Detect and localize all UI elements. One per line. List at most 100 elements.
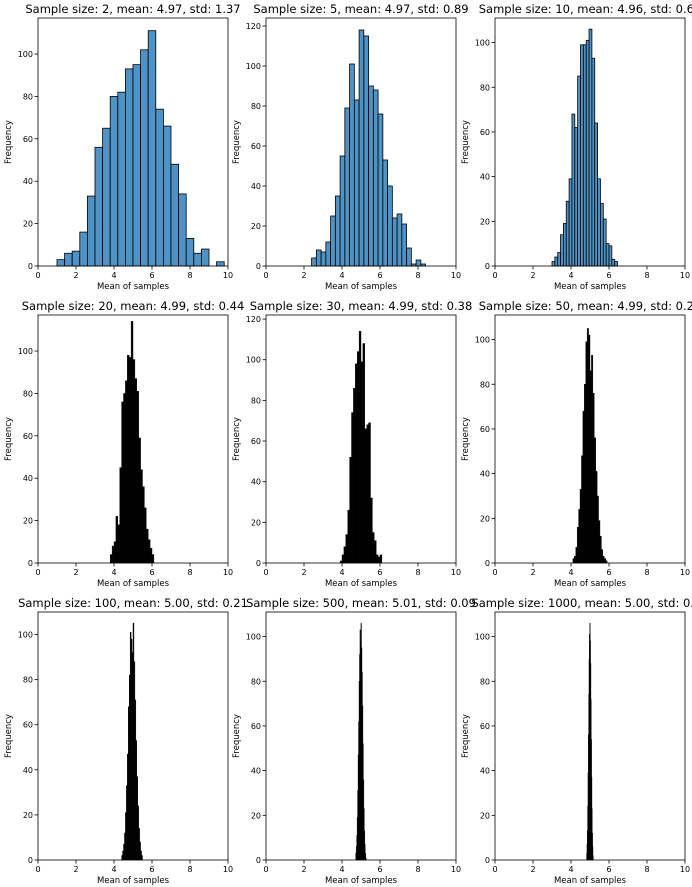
histogram-bar	[372, 89, 379, 267]
histogram-bar	[111, 545, 115, 564]
x-tick-label: 8	[415, 865, 420, 874]
x-axis-label: Mean of samples	[554, 579, 627, 589]
x-axis-label: Mean of samples	[325, 282, 398, 292]
histogram-bar	[349, 63, 355, 267]
histogram-panel-1: Sample size: 2, mean: 4.97, std: 1.37 0 2 4…	[4, 2, 241, 292]
histogram-bar	[125, 380, 128, 564]
histogram-bar	[577, 75, 581, 267]
x-tick-label: 10	[680, 271, 690, 280]
y-axis-label: Frequency	[461, 120, 471, 164]
histogram-bar	[117, 91, 126, 267]
x-tick-label: 10	[451, 271, 461, 280]
x-tick-label: 6	[149, 568, 154, 577]
histogram-bar	[554, 256, 559, 267]
histogram-bar	[334, 195, 341, 267]
histogram-bar	[574, 556, 576, 564]
histogram-bar	[344, 107, 351, 267]
histogram-bar	[330, 215, 336, 267]
histogram-bar	[320, 251, 327, 267]
y-tick-label: 100	[18, 631, 33, 640]
panel-title: Sample size: 5, mean: 4.97, std: 0.89	[253, 2, 468, 16]
y-tick-label: 80	[480, 677, 490, 686]
histogram-panel-2: Sample size: 5, mean: 4.97, std: 0.89 0 2 4…	[232, 2, 469, 292]
histogram-bar	[588, 28, 593, 267]
y-tick-label: 100	[246, 62, 261, 71]
histogram-bar	[585, 39, 590, 267]
histogram-bar	[591, 355, 594, 564]
histogram-bar	[178, 193, 187, 267]
x-tick-label: 8	[644, 568, 649, 577]
x-tick-label: 0	[263, 865, 268, 874]
histogram-bar	[128, 357, 132, 564]
histogram-bar	[134, 378, 137, 564]
histogram-bar	[339, 155, 346, 267]
x-tick-label: 0	[35, 865, 40, 874]
histogram-bar	[415, 259, 422, 267]
histogram-bar	[347, 509, 350, 564]
histogram-bar	[349, 457, 352, 564]
histogram-bar	[595, 471, 598, 564]
histogram-panel-8: Sample size: 500, mean: 5.01, std: 0.09 0…	[232, 596, 476, 886]
x-tick-label: 0	[492, 271, 497, 280]
histogram-bar	[387, 185, 393, 267]
histogram-bar	[560, 234, 564, 267]
x-tick-label: 4	[339, 271, 344, 280]
y-tick-label: 60	[480, 722, 490, 731]
panel-title: Sample size: 20, mean: 4.99, std: 0.44	[22, 299, 245, 313]
histogram-bar	[601, 549, 604, 564]
y-tick-label: 100	[246, 356, 261, 365]
y-axis-label: Frequency	[461, 417, 471, 461]
plot-frame	[494, 17, 686, 267]
histogram-bar	[56, 259, 65, 267]
histogram-bar	[602, 556, 605, 564]
y-tick-label: 100	[18, 50, 33, 59]
histogram-bar	[551, 261, 556, 267]
histogram-bar	[581, 455, 584, 564]
histogram-bar	[185, 238, 195, 267]
y-tick-label: 100	[246, 633, 261, 642]
x-tick-label: 6	[149, 865, 154, 874]
y-tick-label: 0	[485, 262, 490, 271]
plot-frame	[265, 17, 457, 267]
plot-frame	[37, 17, 229, 267]
histogram-bar	[396, 213, 403, 267]
x-tick-label: 2	[530, 568, 535, 577]
x-tick-label: 10	[223, 568, 233, 577]
histogram-bar	[364, 428, 367, 564]
y-tick-label: 20	[480, 217, 490, 226]
x-tick-label: 2	[301, 568, 306, 577]
x-tick-label: 4	[111, 271, 116, 280]
x-tick-label: 0	[492, 865, 497, 874]
panel-title: Sample size: 100, mean: 5.00, std: 0.21	[18, 596, 248, 610]
histogram-bar	[155, 108, 164, 267]
x-tick-label: 2	[530, 271, 535, 280]
histogram-bar	[362, 343, 365, 564]
y-tick-label: 0	[256, 856, 261, 865]
histogram-bar	[589, 370, 592, 564]
histogram-bar	[193, 252, 202, 267]
y-axis-label: Frequency	[4, 714, 14, 758]
histogram-bar	[216, 261, 225, 267]
histogram-bar	[358, 331, 362, 564]
x-tick-label: 8	[415, 271, 420, 280]
x-tick-label: 8	[187, 271, 192, 280]
histogram-bar	[146, 528, 149, 564]
histogram-bar	[147, 30, 157, 267]
x-tick-label: 6	[606, 271, 611, 280]
histogram-bar	[353, 99, 360, 267]
histogram-bar	[351, 412, 354, 564]
histogram-bar	[355, 363, 358, 564]
histogram-bar	[611, 258, 616, 267]
histogram-bar	[377, 113, 384, 267]
histogram-panel-4: Sample size: 20, mean: 4.99, std: 0.44 0 2…	[4, 299, 244, 589]
y-tick-label: 40	[480, 173, 490, 182]
histogram-panel-5: Sample size: 30, mean: 4.99, std: 0.38 0 2…	[232, 299, 472, 589]
histogram-bar	[582, 410, 585, 564]
y-tick-label: 100	[18, 347, 33, 356]
histogram-bar	[372, 532, 375, 564]
histogram-bar	[357, 351, 360, 564]
y-tick-label: 20	[480, 811, 490, 820]
x-tick-label: 0	[35, 568, 40, 577]
y-tick-label: 20	[480, 514, 490, 523]
histogram-bar	[170, 163, 179, 267]
